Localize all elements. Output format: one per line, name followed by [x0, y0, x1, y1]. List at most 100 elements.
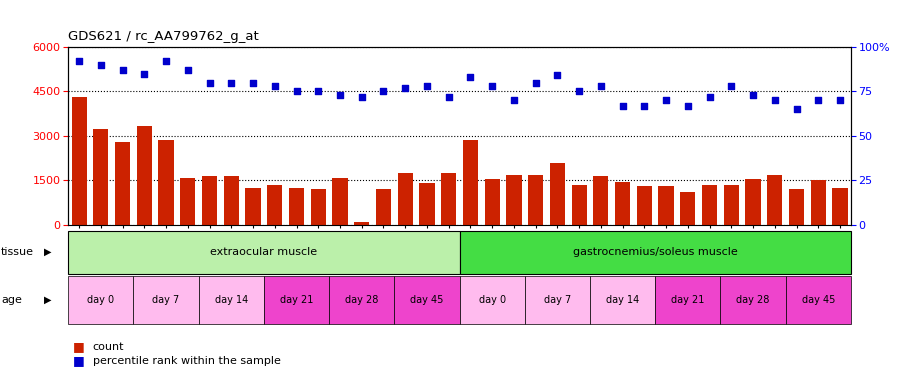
Point [637, 103, 652, 109]
Bar [224, 176, 239, 225]
Bar [460, 231, 851, 274]
Bar [463, 140, 478, 225]
Bar [680, 192, 695, 225]
Text: day 0: day 0 [479, 295, 506, 305]
Bar [767, 174, 783, 225]
Bar [811, 180, 826, 225]
Bar [68, 231, 460, 274]
Bar [72, 98, 86, 225]
Bar [785, 276, 851, 324]
Bar [376, 189, 391, 225]
Text: ■: ■ [73, 354, 85, 367]
Point [745, 92, 760, 98]
Point [289, 88, 304, 94]
Bar [789, 189, 804, 225]
Point [72, 58, 86, 64]
Text: day 14: day 14 [606, 295, 639, 305]
Bar [93, 129, 108, 225]
Point [376, 88, 390, 94]
Text: day 7: day 7 [544, 295, 571, 305]
Point [268, 83, 282, 89]
Point [137, 70, 152, 76]
Point [571, 88, 586, 94]
Text: day 14: day 14 [215, 295, 248, 305]
Text: GDS621 / rc_AA799762_g_at: GDS621 / rc_AA799762_g_at [68, 30, 259, 43]
Point [441, 94, 456, 100]
Bar [158, 140, 174, 225]
Text: day 45: day 45 [410, 295, 444, 305]
Point [398, 85, 412, 91]
Bar [180, 177, 196, 225]
Point [116, 67, 130, 73]
Point [724, 83, 739, 89]
Bar [484, 179, 500, 225]
Text: extraocular muscle: extraocular muscle [210, 247, 318, 257]
Bar [115, 142, 130, 225]
Point [615, 103, 630, 109]
Point [333, 92, 348, 98]
Point [529, 80, 543, 86]
Text: count: count [93, 342, 125, 352]
Point [703, 94, 717, 100]
Bar [550, 163, 565, 225]
Point [593, 83, 608, 89]
Bar [593, 176, 609, 225]
Point [202, 80, 217, 86]
Point [659, 98, 673, 104]
Bar [525, 276, 590, 324]
Bar [136, 126, 152, 225]
Bar [68, 276, 134, 324]
Bar [659, 186, 673, 225]
Text: day 0: day 0 [87, 295, 115, 305]
Bar [264, 276, 329, 324]
Bar [329, 276, 394, 324]
Point [224, 80, 238, 86]
Text: ■: ■ [73, 340, 85, 353]
Bar [637, 186, 652, 225]
Point [485, 83, 500, 89]
Bar [246, 188, 260, 225]
Point [463, 74, 478, 80]
Text: gastrocnemius/soleus muscle: gastrocnemius/soleus muscle [572, 247, 738, 257]
Point [681, 103, 695, 109]
Point [833, 98, 847, 104]
Point [811, 98, 825, 104]
Bar [332, 177, 348, 225]
Bar [398, 173, 413, 225]
Text: tissue: tissue [1, 247, 34, 257]
Bar [571, 185, 587, 225]
Text: day 45: day 45 [802, 295, 835, 305]
Text: day 21: day 21 [279, 295, 313, 305]
Bar [420, 183, 435, 225]
Point [94, 62, 108, 68]
Point [420, 83, 434, 89]
Point [354, 94, 369, 100]
Bar [198, 276, 264, 324]
Bar [721, 276, 785, 324]
Bar [394, 276, 460, 324]
Point [550, 72, 564, 78]
Text: ▶: ▶ [44, 295, 51, 305]
Bar [723, 185, 739, 225]
Point [507, 98, 521, 104]
Bar [833, 188, 847, 225]
Text: day 28: day 28 [345, 295, 379, 305]
Bar [288, 188, 304, 225]
Bar [354, 222, 369, 225]
Text: ▶: ▶ [44, 247, 51, 257]
Text: day 21: day 21 [671, 295, 704, 305]
Bar [590, 276, 655, 324]
Bar [506, 174, 521, 225]
Point [158, 58, 173, 64]
Text: percentile rank within the sample: percentile rank within the sample [93, 356, 280, 366]
Point [246, 80, 260, 86]
Text: day 7: day 7 [153, 295, 179, 305]
Point [180, 67, 195, 73]
Bar [310, 189, 326, 225]
Point [311, 88, 326, 94]
Bar [702, 185, 717, 225]
Bar [202, 176, 217, 225]
Text: day 28: day 28 [736, 295, 770, 305]
Bar [134, 276, 198, 324]
Bar [268, 185, 282, 225]
